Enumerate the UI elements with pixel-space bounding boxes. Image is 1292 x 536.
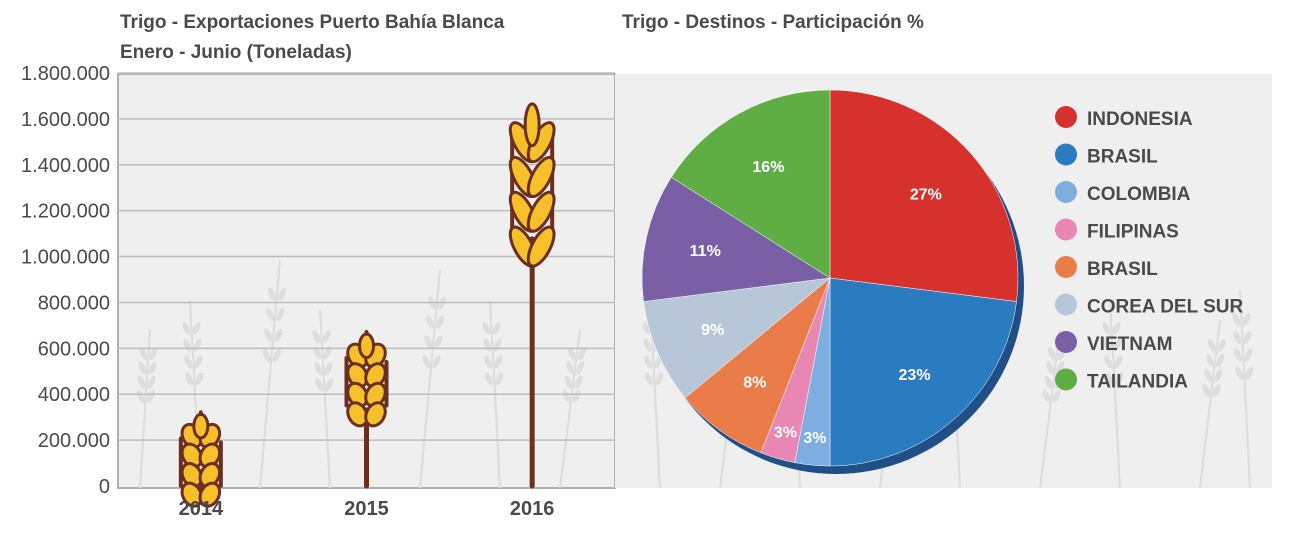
bar-y-tick-label: 1.600.000 [21, 109, 110, 131]
bar-y-tick-label: 0 [99, 476, 110, 498]
legend-label: BRASIL [1087, 259, 1158, 280]
legend-swatch [1055, 368, 1077, 391]
pie-data-label: 16% [752, 159, 784, 176]
pie-slice-7 [670, 89, 831, 279]
pie-chart-title: Trigo - Destinos - Participación % [622, 12, 924, 33]
bar-y-tick-label: 800.000 [38, 292, 110, 314]
bar-y-tick-label: 200.000 [38, 430, 110, 452]
pie-slice-0 [829, 89, 1019, 302]
legend-label: VIETNAM [1087, 334, 1173, 355]
pie-legend: INDONESIA BRASIL COLOMBIA FILIPINAS BRASIL CO… [1055, 106, 1244, 393]
bar-x-tick-label: 2016 [510, 498, 555, 520]
legend-swatch [1055, 181, 1077, 203]
pie-data-label: 3% [803, 430, 826, 447]
bar-y-tick-label: 1.800.000 [21, 63, 110, 85]
legend-swatch [1055, 218, 1077, 241]
bar-y-axis: 0 200.000 400.000 600.000 800.000 1.000.000 1.… [21, 63, 110, 498]
pie-data-label: 9% [701, 322, 724, 339]
legend-label: COLOMBIA [1087, 184, 1191, 205]
bar-y-tick-label: 600.000 [38, 338, 110, 360]
bar-y-tick-label: 1.400.000 [21, 155, 110, 177]
pie-data-label: 27% [910, 186, 942, 203]
bar-x-tick-label: 2015 [344, 498, 389, 520]
bar-x-axis: 2014 2015 2016 [179, 498, 555, 520]
bar-2015 [344, 330, 389, 489]
legend-label: COREA DEL SUR [1087, 297, 1244, 318]
bar-x-tick-label: 2014 [179, 498, 224, 520]
pie-data-label: 23% [899, 367, 931, 384]
bar-y-tick-label: 1.000.000 [21, 247, 110, 269]
legend-label: BRASIL [1087, 147, 1158, 168]
pie-data-label: 11% [690, 243, 721, 260]
pie-slices [641, 89, 1024, 474]
legend-label: INDONESIA [1087, 109, 1193, 130]
bar-chart-title: Trigo - Exportaciones Puerto Bahía Blanc… [120, 12, 505, 33]
pie-slice-4 [684, 277, 831, 454]
bar-y-tick-label: 1.200.000 [21, 201, 110, 223]
bar-2014 [178, 410, 223, 508]
legend-label: TAILANDIA [1087, 372, 1188, 393]
pie-slice-6 [641, 176, 831, 302]
legend-swatch [1055, 256, 1077, 278]
bar-series [178, 102, 556, 508]
pie-data-labels: 27% 23% 3% 3% 8% 9% 11% 16% [690, 159, 942, 447]
legend-swatch [1055, 293, 1077, 316]
bar-y-tick-label: 400.000 [38, 384, 110, 406]
pie-data-label: 3% [774, 424, 797, 441]
pie-data-label: 8% [743, 374, 766, 391]
bar-chart-subtitle: Enero - Junio (Toneladas) [120, 42, 352, 63]
legend-label: FILIPINAS [1087, 222, 1179, 243]
legend-swatch [1055, 143, 1077, 166]
legend-swatch [1055, 106, 1077, 128]
bar-2016 [508, 102, 556, 489]
pie-slice-5 [643, 277, 831, 399]
pie-slice-1 [829, 277, 1017, 467]
legend-swatch [1055, 331, 1077, 353]
